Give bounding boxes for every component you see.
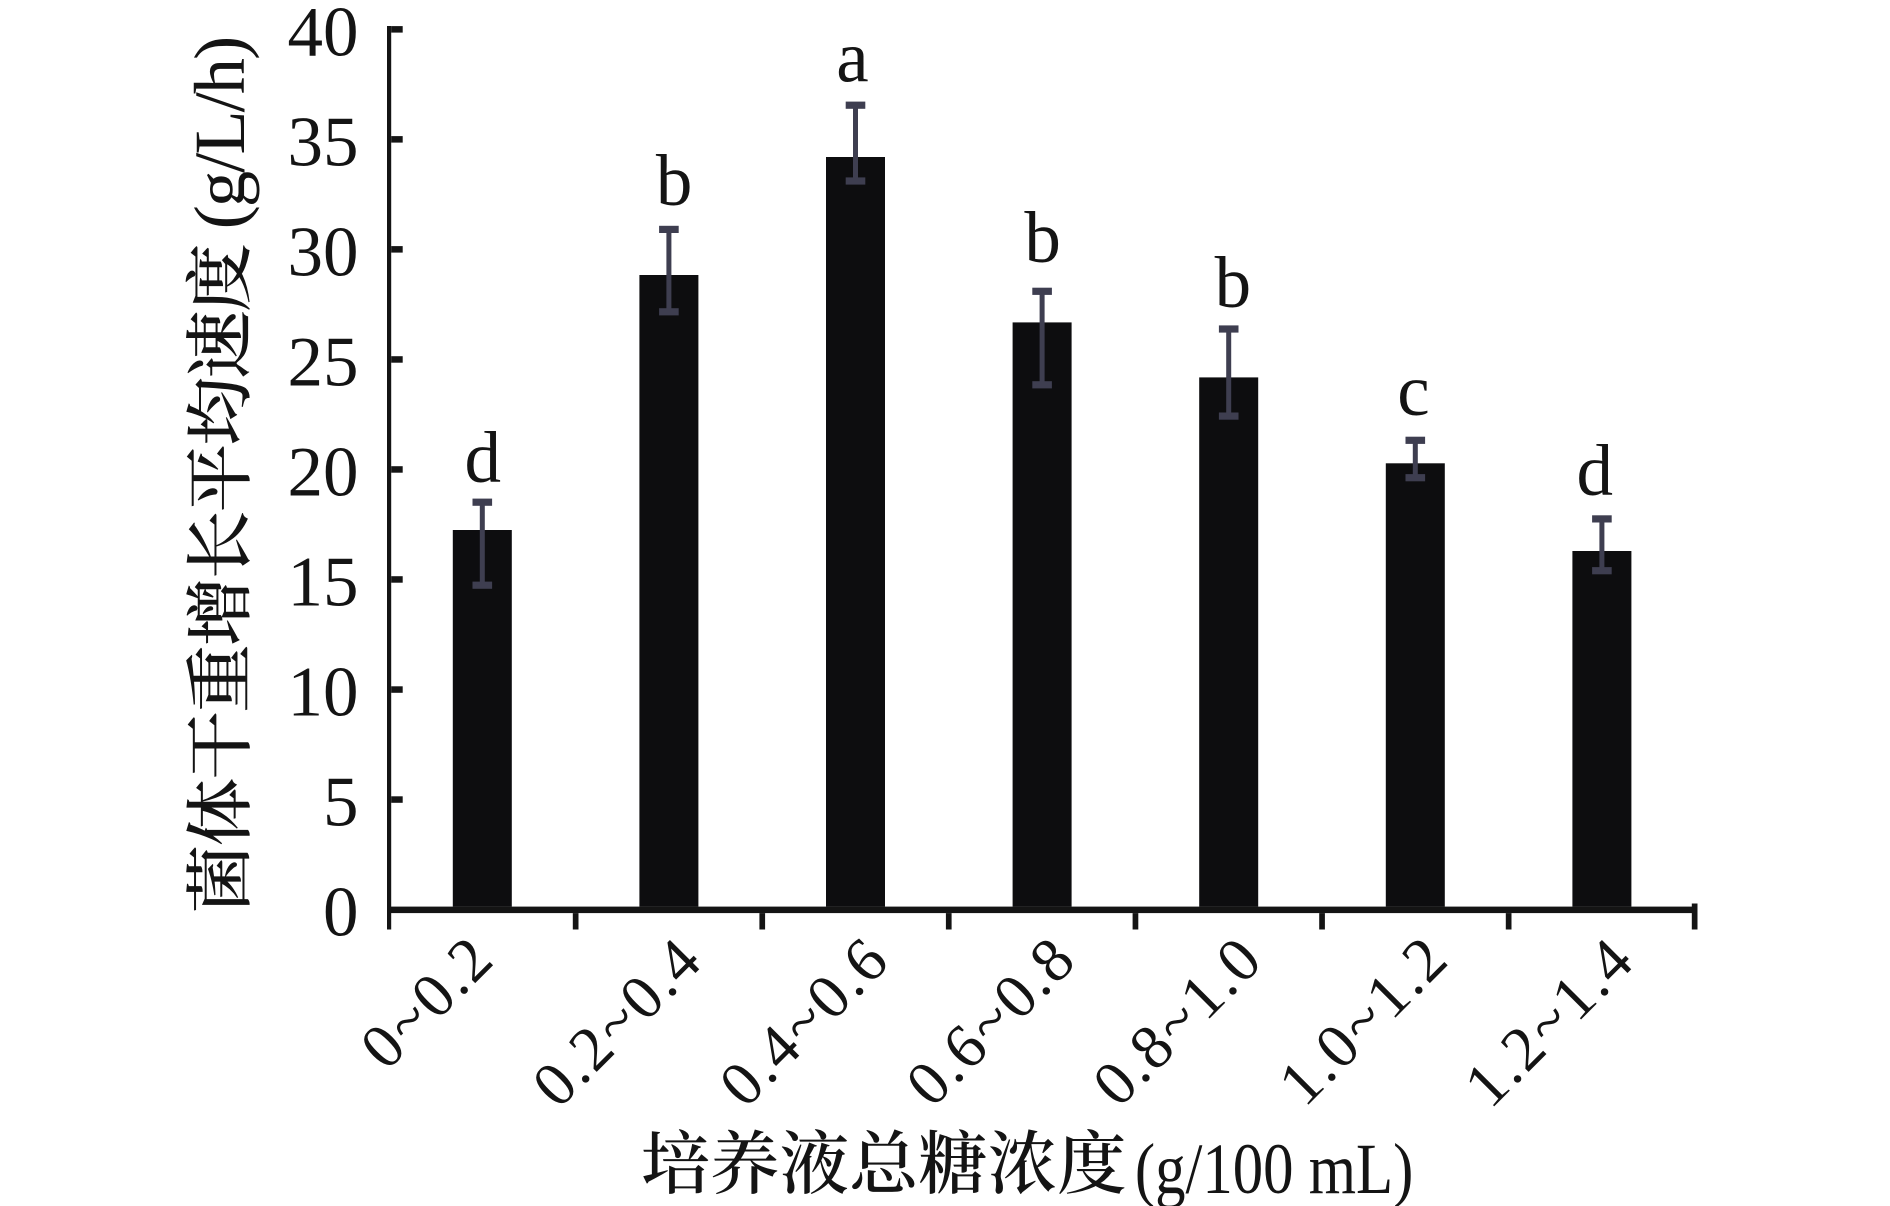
- svg-text:(g/L/h): (g/L/h): [179, 38, 260, 229]
- svg-text:d: d: [1577, 430, 1614, 511]
- svg-text:35: 35: [288, 103, 359, 181]
- svg-text:a: a: [836, 17, 868, 98]
- svg-text:15: 15: [288, 544, 359, 622]
- svg-text:(g/100 mL): (g/100 mL): [1135, 1128, 1414, 1206]
- svg-text:c: c: [1397, 350, 1429, 431]
- svg-text:30: 30: [288, 213, 359, 291]
- svg-text:0: 0: [323, 874, 359, 952]
- svg-text:20: 20: [288, 434, 359, 512]
- svg-text:b: b: [1024, 197, 1061, 278]
- svg-text:b: b: [656, 140, 693, 221]
- svg-text:b: b: [1215, 242, 1252, 323]
- svg-text:40: 40: [288, 0, 359, 71]
- svg-text:25: 25: [288, 323, 359, 401]
- svg-text:5: 5: [323, 764, 359, 842]
- svg-text:10: 10: [288, 654, 359, 732]
- svg-text:d: d: [464, 417, 501, 498]
